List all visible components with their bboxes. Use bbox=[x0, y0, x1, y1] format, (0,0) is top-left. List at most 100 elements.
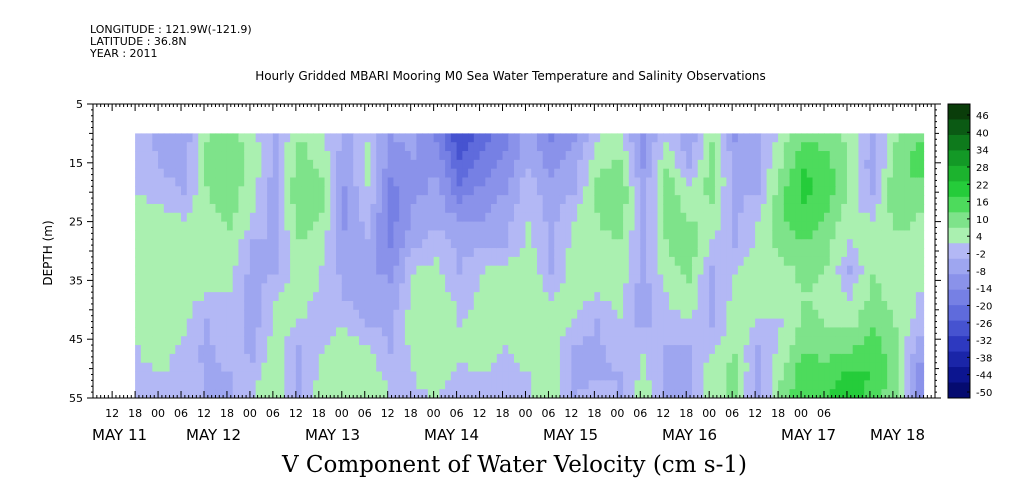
heatmap-cell bbox=[341, 380, 349, 390]
heatmap-cell bbox=[904, 221, 911, 232]
heatmap-cell bbox=[318, 248, 326, 258]
heatmap-cell bbox=[353, 353, 360, 364]
heatmap-cell bbox=[674, 274, 682, 284]
heatmap-cell bbox=[571, 362, 578, 373]
heatmap-cell bbox=[571, 221, 578, 232]
heatmap-cell bbox=[726, 239, 733, 249]
heatmap-cell bbox=[439, 380, 446, 390]
heatmap-cell bbox=[617, 336, 624, 346]
heatmap-cell bbox=[313, 159, 320, 170]
heatmap-cell bbox=[514, 133, 521, 143]
heatmap-cell bbox=[514, 265, 521, 276]
heatmap-cell bbox=[370, 318, 377, 329]
heatmap-cell bbox=[341, 274, 349, 284]
heatmap-cell bbox=[410, 309, 417, 320]
heatmap-cell bbox=[709, 283, 716, 293]
heatmap-cell bbox=[623, 230, 630, 240]
heatmap-cell bbox=[743, 283, 750, 293]
heatmap-cell bbox=[353, 283, 360, 293]
heatmap-cell bbox=[709, 203, 716, 214]
heatmap-cell bbox=[232, 133, 240, 143]
heatmap-cell bbox=[554, 389, 561, 398]
heatmap-cell bbox=[582, 371, 590, 381]
heatmap-cell bbox=[686, 318, 693, 329]
heatmap-cell bbox=[778, 362, 785, 373]
colorbar-swatch bbox=[948, 274, 970, 291]
heatmap-cell bbox=[175, 380, 182, 390]
heatmap-cell bbox=[203, 345, 211, 355]
heatmap-cell bbox=[617, 168, 624, 179]
heatmap-cell bbox=[226, 256, 234, 267]
heatmap-cell bbox=[318, 309, 326, 320]
heatmap-cell bbox=[359, 345, 366, 355]
heatmap-cell bbox=[336, 389, 343, 398]
heatmap-cell bbox=[824, 300, 831, 311]
heatmap-cell bbox=[135, 327, 142, 337]
heatmap-cell bbox=[301, 230, 308, 240]
heatmap-cell bbox=[760, 345, 768, 355]
heatmap-cell bbox=[858, 345, 865, 355]
heatmap-cell bbox=[181, 212, 188, 223]
heatmap-cell bbox=[536, 195, 544, 205]
heatmap-cell bbox=[491, 177, 498, 187]
heatmap-cell bbox=[915, 168, 919, 179]
heatmap-cell bbox=[468, 203, 475, 214]
heatmap-cell bbox=[295, 371, 303, 381]
heatmap-cell bbox=[181, 318, 188, 329]
heatmap-cell bbox=[203, 318, 211, 329]
heatmap-cell bbox=[175, 177, 182, 187]
heatmap-cell bbox=[663, 300, 670, 311]
heatmap-cell bbox=[726, 177, 733, 187]
heatmap-cell bbox=[410, 362, 417, 373]
heatmap-cell bbox=[651, 159, 659, 170]
heatmap-cell bbox=[221, 133, 228, 143]
heatmap-cell bbox=[789, 151, 796, 161]
heatmap-cell bbox=[617, 159, 624, 170]
heatmap-cell bbox=[917, 389, 921, 398]
heatmap-cell bbox=[364, 265, 372, 276]
heatmap-cell bbox=[146, 159, 153, 170]
heatmap-cell bbox=[887, 177, 894, 187]
heatmap-cell bbox=[737, 256, 745, 267]
heatmap-cell bbox=[571, 256, 578, 267]
heatmap-cell bbox=[491, 142, 498, 152]
heatmap-cell bbox=[209, 195, 217, 205]
heatmap-cell bbox=[175, 318, 182, 329]
heatmap-cell bbox=[801, 177, 808, 187]
heatmap-cell bbox=[806, 142, 814, 152]
heatmap-cell bbox=[198, 221, 205, 232]
heatmap-cell bbox=[571, 151, 578, 161]
heatmap-cell bbox=[479, 256, 486, 267]
heatmap-cell bbox=[244, 353, 251, 364]
heatmap-cell bbox=[571, 142, 578, 152]
heatmap-cell bbox=[416, 256, 423, 267]
heatmap-cell bbox=[628, 353, 636, 364]
heatmap-cell bbox=[393, 186, 400, 196]
heatmap-cell bbox=[789, 203, 796, 214]
heatmap-cell bbox=[324, 353, 331, 364]
heatmap-cell bbox=[554, 151, 561, 161]
heatmap-cell bbox=[473, 265, 481, 276]
heatmap-cell bbox=[536, 142, 544, 152]
heatmap-cell bbox=[582, 203, 590, 214]
heatmap-cell bbox=[582, 248, 590, 258]
heatmap-cell bbox=[491, 230, 498, 240]
heatmap-cell bbox=[921, 362, 925, 373]
heatmap-cell bbox=[496, 212, 504, 223]
heatmap-cell bbox=[192, 309, 199, 320]
heatmap-cell bbox=[732, 327, 739, 337]
heatmap-cell bbox=[341, 362, 349, 373]
heatmap-cell bbox=[858, 389, 865, 398]
heatmap-cell bbox=[226, 353, 234, 364]
heatmap-cell bbox=[919, 318, 923, 329]
heatmap-cell bbox=[140, 186, 148, 196]
heatmap-cell bbox=[255, 239, 262, 249]
heatmap-cell bbox=[284, 195, 291, 205]
heatmap-cell bbox=[341, 239, 349, 249]
heatmap-cell bbox=[892, 212, 900, 223]
heatmap-cell bbox=[686, 212, 693, 223]
heatmap-cell bbox=[473, 168, 481, 179]
heatmap-cell bbox=[892, 327, 900, 337]
heatmap-cell bbox=[249, 380, 257, 390]
heatmap-cell bbox=[272, 274, 280, 284]
